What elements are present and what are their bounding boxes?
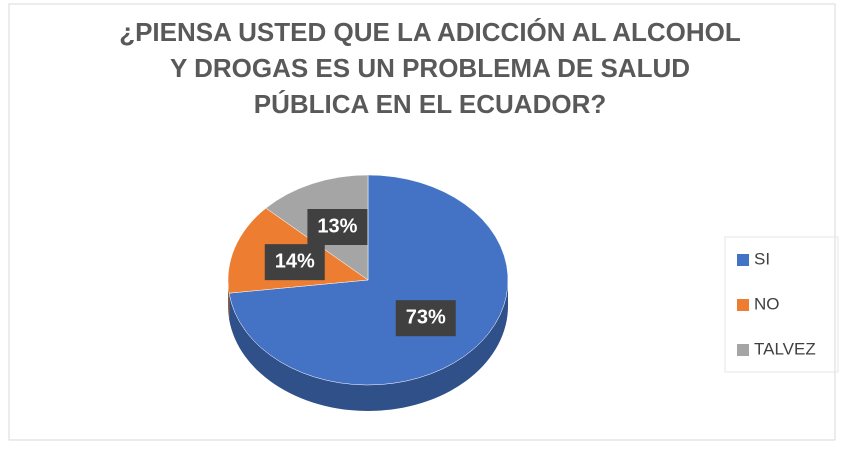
legend-swatch: [737, 299, 749, 311]
legend-label: SI: [754, 249, 770, 268]
legend-label: NO: [754, 294, 780, 313]
legend-swatch: [737, 254, 749, 266]
data-label-box: [307, 208, 368, 245]
data-label-box: [395, 300, 456, 337]
legend-box: [724, 236, 839, 373]
pie-side: [228, 280, 230, 320]
data-label: 14%: [275, 250, 315, 272]
chart-title: ¿PIENSA USTED QUE LA ADICCIÓN AL ALCOHOL…: [119, 17, 741, 119]
pie-side: [229, 280, 508, 412]
chart-border: [8, 3, 836, 441]
data-label-box: [264, 244, 325, 281]
data-label: 73%: [406, 306, 446, 328]
legend-swatch: [737, 344, 749, 356]
data-label: 13%: [317, 215, 357, 237]
legend-label: TALVEZ: [754, 339, 816, 358]
